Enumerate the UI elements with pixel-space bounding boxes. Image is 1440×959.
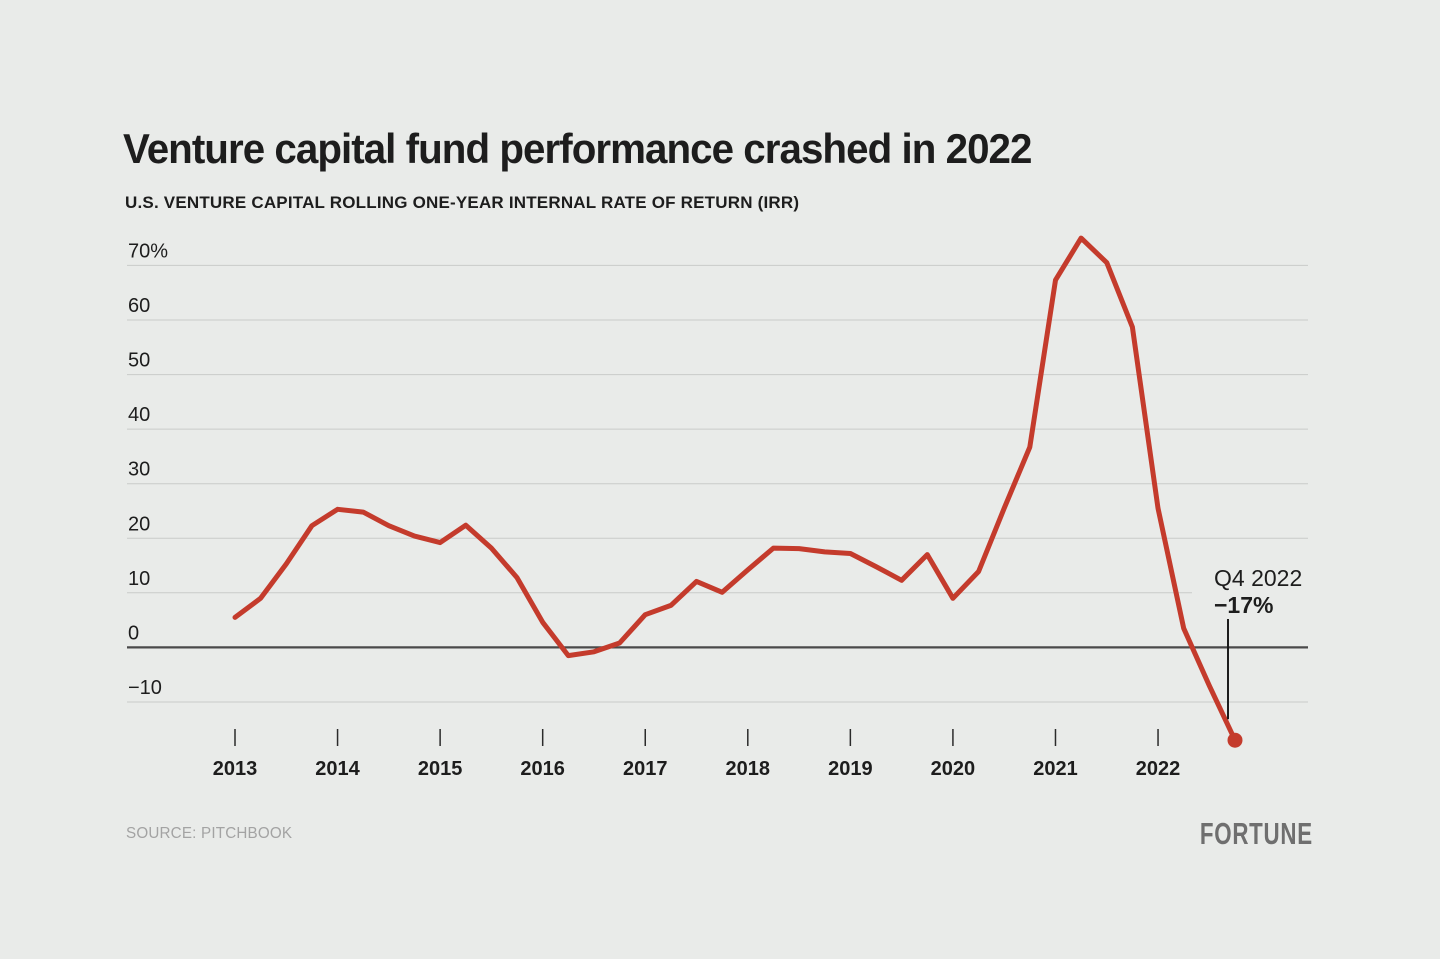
y-axis-labels: 70% 60 50 40 30 20 10 0 −10 bbox=[128, 240, 168, 699]
series-endpoint-dot bbox=[1227, 732, 1243, 748]
chart-subtitle: U.S. VENTURE CAPITAL ROLLING ONE-YEAR IN… bbox=[125, 193, 800, 212]
series bbox=[232, 235, 1243, 748]
x-axis-label: 2022 bbox=[1136, 758, 1181, 780]
y-axis-label: 30 bbox=[128, 459, 150, 481]
source-credit: SOURCE: PITCHBOOK bbox=[126, 825, 293, 842]
x-axis-ticks bbox=[234, 729, 1159, 746]
y-axis-label: −10 bbox=[128, 677, 162, 699]
y-axis-label: 50 bbox=[128, 350, 150, 372]
x-axis-labels: 2013 2014 2015 2016 2017 2018 2019 2020 2021 2022 bbox=[213, 758, 1181, 780]
annotation-label: Q4 2022 bbox=[1214, 565, 1303, 591]
x-axis-label: 2015 bbox=[418, 758, 463, 780]
x-axis-label: 2019 bbox=[828, 758, 873, 780]
y-axis-label: 60 bbox=[128, 295, 150, 317]
y-axis-label: 40 bbox=[128, 404, 150, 426]
x-axis-label: 2017 bbox=[623, 758, 668, 780]
x-axis-label: 2018 bbox=[726, 758, 771, 780]
endpoint-annotation: Q4 2022 −17% bbox=[1214, 565, 1302, 619]
page-title: Venture capital fund performance crashed… bbox=[123, 125, 1032, 172]
y-axis-label: 10 bbox=[128, 568, 150, 590]
x-axis-label: 2020 bbox=[931, 758, 976, 780]
y-axis-label: 0 bbox=[128, 622, 139, 644]
fortune-logo: FORTUNE bbox=[1200, 816, 1313, 851]
y-axis-label: 70% bbox=[128, 240, 168, 262]
x-axis-label: 2016 bbox=[520, 758, 565, 780]
annotation-value: −17% bbox=[1214, 592, 1274, 618]
x-axis-label: 2021 bbox=[1033, 758, 1078, 780]
x-axis-label: 2014 bbox=[315, 758, 360, 780]
x-axis-label: 2013 bbox=[213, 758, 258, 780]
series-line bbox=[232, 235, 1238, 743]
gridlines bbox=[127, 264, 1308, 703]
y-axis-label: 20 bbox=[128, 513, 150, 535]
